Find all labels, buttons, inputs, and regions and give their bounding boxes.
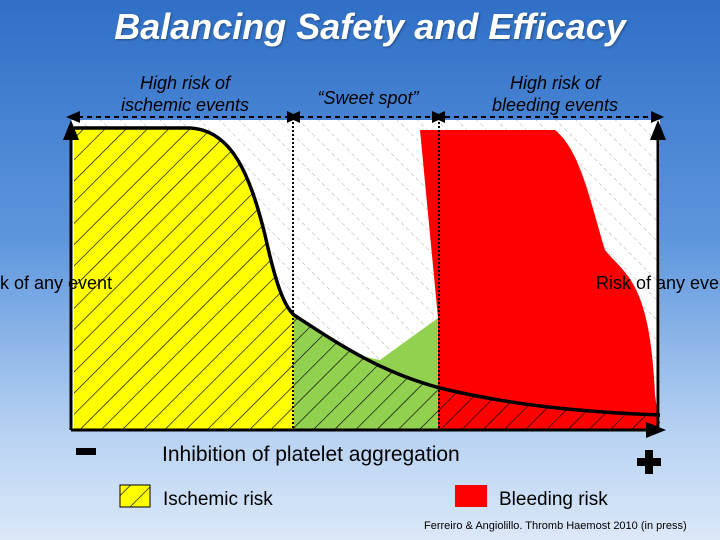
x-axis-label: Inhibition of platelet aggregation (162, 443, 460, 466)
sweet-spot-label: “Sweet spot” (317, 88, 419, 108)
y-axis-arrowhead (63, 120, 79, 140)
ischemic-region-label: High risk of ischemic events (120, 73, 250, 115)
bleeding-region-label: High risk of bleeding events (491, 73, 619, 115)
legend-bleeding-swatch-svg (455, 485, 487, 507)
minus-icon (76, 448, 96, 455)
page-title: Balancing Safety and Efficacy (114, 6, 626, 47)
legend-bleeding-label: Bleeding risk (499, 489, 608, 510)
risk-label-left: Risk of any event (0, 273, 113, 293)
right-axis-arrowhead (650, 120, 666, 140)
legend-ischemic-label: Ischemic risk (163, 489, 273, 510)
bleeding-risk-area (420, 130, 660, 430)
citation: Ferreiro & Angiolillo. Thromb Haemost 20… (424, 520, 687, 532)
legend-ischemic-swatch-svg (119, 484, 151, 508)
range-arrowheads (66, 111, 664, 123)
plus-icon (637, 450, 661, 474)
ischemic-curve (74, 126, 661, 417)
x-axis-arrowhead (646, 422, 666, 438)
ischemic-hatch-overlay (74, 128, 660, 430)
risk-label-right: Risk of any event (596, 273, 720, 293)
